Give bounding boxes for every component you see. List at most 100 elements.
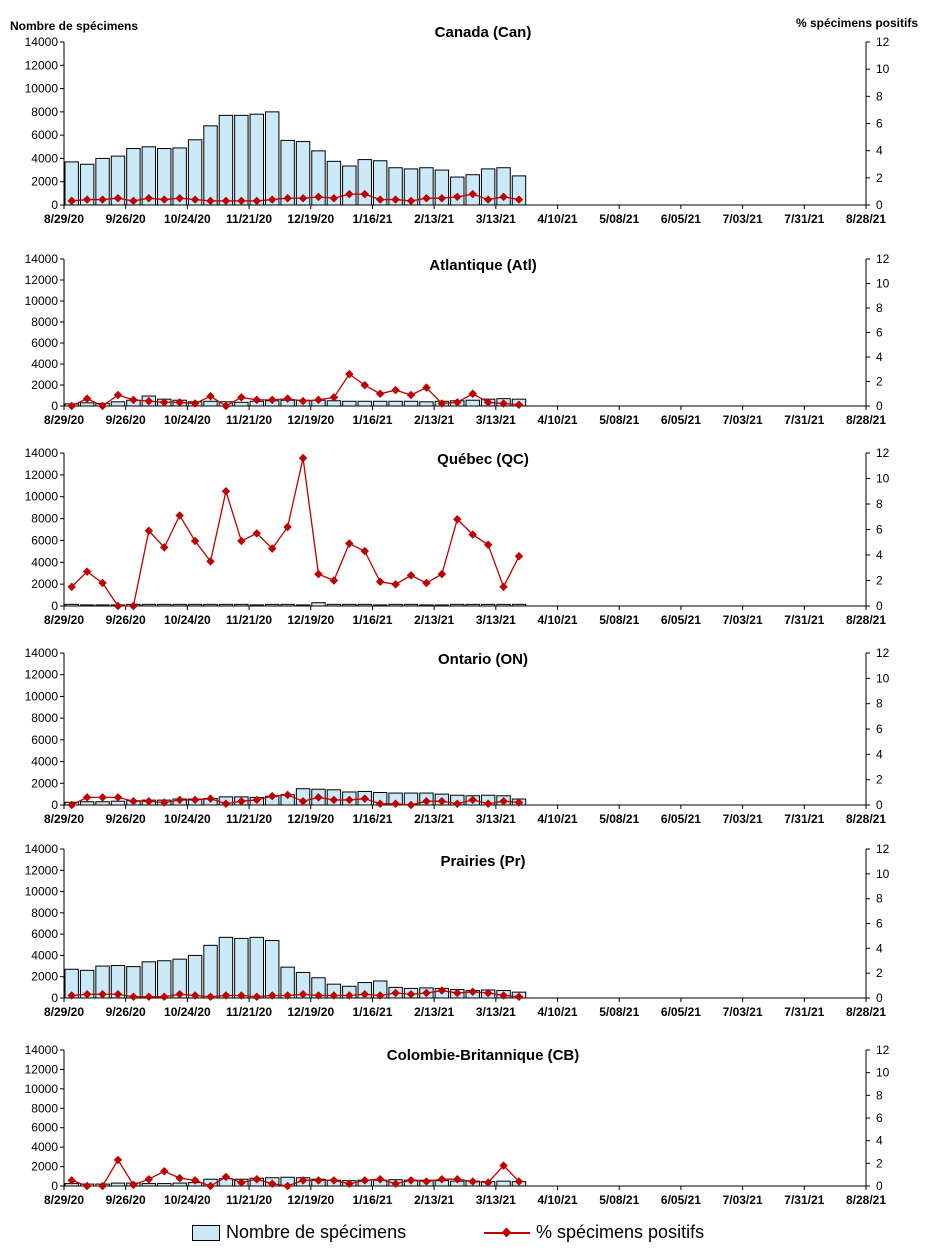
x-tick-label: 1/16/21 xyxy=(352,1193,392,1207)
line-point xyxy=(375,577,385,587)
line-point xyxy=(406,800,416,810)
bar xyxy=(357,400,372,407)
line-point xyxy=(98,793,107,802)
y-tick-label: 12000 xyxy=(25,668,59,682)
x-tick-label: 1/16/21 xyxy=(352,1005,392,1019)
line-point xyxy=(329,991,339,1000)
y2-tick-label: 12 xyxy=(876,35,890,49)
y-tick-label: 14000 xyxy=(25,446,59,460)
x-tick-label: 9/26/20 xyxy=(106,212,146,226)
line-point xyxy=(483,195,493,204)
y-tick-label: 0 xyxy=(51,991,58,1005)
y2-tick-label: 6 xyxy=(876,1111,883,1125)
line-point xyxy=(160,195,169,204)
y-tick-label: 8000 xyxy=(31,105,58,119)
line-point xyxy=(221,487,231,496)
x-tick-label: 2/13/21 xyxy=(414,1193,454,1207)
y2-tick-label: 4 xyxy=(876,941,883,955)
bar xyxy=(172,147,187,206)
x-tick-label: 11/21/20 xyxy=(226,413,272,427)
x-tick-label: 5/08/21 xyxy=(599,812,639,826)
y-tick-label: 10000 xyxy=(25,294,59,308)
line-point xyxy=(360,1176,369,1185)
bar xyxy=(295,141,311,206)
line-point xyxy=(453,1174,462,1184)
y2-tick-label: 2 xyxy=(876,574,883,588)
line-point xyxy=(375,195,385,204)
line-point xyxy=(314,569,323,579)
line-point xyxy=(98,1181,107,1191)
line-point xyxy=(468,795,477,805)
y2-tick-label: 8 xyxy=(876,892,883,906)
line-point xyxy=(468,987,477,997)
y2-tick-label: 6 xyxy=(876,722,883,736)
y-tick-label: 6000 xyxy=(31,533,58,547)
line-point xyxy=(283,1181,292,1191)
line-point xyxy=(483,540,493,550)
x-tick-label: 8/28/21 xyxy=(846,613,886,627)
line-point xyxy=(267,395,277,405)
y-tick-label: 2000 xyxy=(31,175,58,189)
line-point xyxy=(468,530,477,539)
y2-tick-label: 4 xyxy=(876,350,883,364)
line-point xyxy=(237,393,246,402)
line-point xyxy=(345,369,354,379)
bar xyxy=(249,936,264,999)
y2-tick-label: 0 xyxy=(876,198,883,212)
y-tick-label: 6000 xyxy=(31,1121,58,1135)
x-tick-label: 4/10/21 xyxy=(538,212,578,226)
line-point xyxy=(267,195,277,204)
line-point xyxy=(237,536,246,546)
x-tick-label: 3/13/21 xyxy=(476,1005,516,1019)
y-tick-label: 6000 xyxy=(31,336,58,350)
y-tick-label: 12000 xyxy=(25,468,59,482)
y2-tick-label: 2 xyxy=(876,773,883,787)
bar xyxy=(110,800,126,806)
x-tick-label: 1/16/21 xyxy=(352,812,392,826)
y2-tick-label: 12 xyxy=(876,646,890,660)
legend-bar-swatch xyxy=(192,1224,220,1241)
y-tick-label: 10000 xyxy=(25,885,59,899)
line-point xyxy=(67,196,76,206)
x-tick-label: 12/19/20 xyxy=(287,413,334,427)
y2-tick-label: 12 xyxy=(876,446,890,460)
bar xyxy=(187,139,203,206)
bar xyxy=(203,125,218,206)
line-point xyxy=(514,992,524,1002)
x-tick-label: 10/24/20 xyxy=(164,413,211,427)
line-point xyxy=(329,393,339,402)
y-tick-label: 12000 xyxy=(25,1062,59,1076)
line-point xyxy=(298,796,308,806)
bar xyxy=(79,402,95,407)
bar xyxy=(403,603,419,607)
bar xyxy=(280,139,295,206)
bar xyxy=(172,603,187,607)
bar xyxy=(388,400,403,407)
bar xyxy=(234,114,249,206)
chart-title: Atlantique (Atl) xyxy=(429,257,536,274)
line-point xyxy=(129,1180,138,1190)
y-tick-label: 0 xyxy=(51,1179,58,1193)
x-tick-label: 12/19/20 xyxy=(287,613,334,627)
line-point xyxy=(283,522,292,532)
line-point xyxy=(283,790,292,800)
bar xyxy=(372,604,388,607)
x-tick-label: 4/10/21 xyxy=(538,1005,578,1019)
chart-title: Colombie-Britannique (CB) xyxy=(387,1047,580,1064)
y-tick-label: 12000 xyxy=(25,863,59,877)
line-point xyxy=(345,1179,354,1188)
y-tick-label: 4000 xyxy=(31,151,58,165)
y-tick-label: 6000 xyxy=(31,927,58,941)
line-point xyxy=(160,398,169,407)
line-point xyxy=(329,1176,339,1185)
x-tick-label: 10/24/20 xyxy=(164,812,211,826)
y2-tick-label: 2 xyxy=(876,375,883,389)
y2-tick-label: 6 xyxy=(876,523,883,537)
x-tick-label: 8/28/21 xyxy=(846,1005,886,1019)
y-tick-label: 4000 xyxy=(31,948,58,962)
line-point xyxy=(113,390,123,400)
line-point xyxy=(499,582,508,592)
y2-tick-label: 4 xyxy=(876,1134,883,1148)
bar xyxy=(511,603,527,607)
line-point xyxy=(175,398,184,407)
